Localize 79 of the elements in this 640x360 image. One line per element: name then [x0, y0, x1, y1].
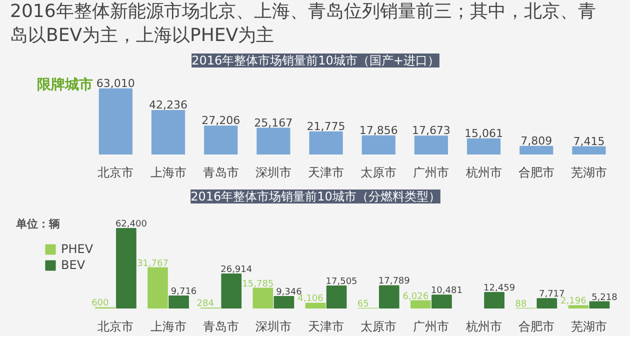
data-label: 62,400 [115, 220, 148, 230]
legend-label: BEV [61, 258, 86, 272]
data-label: 9,716 [170, 287, 197, 298]
x-tick-label: 天津市 [308, 320, 344, 334]
annotation: 限牌城市 [36, 76, 93, 93]
x-tick-label: 广州市 [413, 166, 450, 180]
bar [221, 273, 242, 308]
bar [410, 300, 431, 308]
x-tick-label: 芜湖市 [570, 320, 607, 334]
data-label: 21,775 [306, 120, 346, 133]
bar [204, 126, 238, 154]
x-tick-label: 上海市 [150, 320, 186, 334]
data-label: 88 [515, 299, 527, 310]
bar [414, 136, 448, 154]
bar [520, 146, 554, 154]
bar [536, 298, 558, 308]
x-tick-label: 深圳市 [255, 320, 292, 334]
data-label: 284 [196, 299, 214, 310]
x-tick-label: 青岛市 [202, 166, 239, 180]
data-label: 17,856 [359, 124, 398, 137]
data-label: 25,167 [254, 116, 293, 130]
data-label: 27,206 [202, 114, 240, 128]
x-tick-label: 合肥市 [518, 320, 554, 334]
text: 单位：辆 [14, 218, 60, 230]
legend-label: PHEV [61, 242, 94, 256]
x-tick-label: 太原市 [360, 320, 397, 334]
x-tick-label: 上海市 [150, 166, 186, 180]
bar [116, 228, 136, 308]
x-tick-label: 北京市 [98, 320, 134, 334]
x-tick-label: 广州市 [413, 320, 450, 334]
data-label: 7,415 [573, 134, 605, 148]
bar [305, 302, 326, 308]
bar [256, 128, 290, 154]
data-label: 6,026 [402, 292, 429, 302]
data-label: 15,785 [242, 279, 274, 290]
x-tick-label: 杭州市 [464, 166, 502, 180]
bar [378, 285, 400, 308]
bar [432, 294, 452, 308]
bar [326, 286, 347, 308]
bar [148, 267, 168, 308]
chart-title: 2016年整体市场销量前10城市（分燃料类型） [190, 190, 440, 204]
data-label: 17,673 [412, 124, 450, 138]
bar [362, 135, 396, 154]
data-label: 65 [357, 299, 369, 310]
data-label: 17,789 [378, 276, 410, 287]
bar [484, 292, 504, 308]
chart-subtitle: 2016年整体市场销量前10城市（国产+进口） [192, 54, 440, 68]
bar [274, 296, 294, 308]
bar [572, 146, 606, 154]
data-label: 4,106 [298, 294, 324, 304]
x-tick-label: 芜湖市 [570, 166, 607, 180]
data-label: 42,236 [149, 98, 188, 112]
data-label: 5,218 [592, 292, 618, 303]
bar [589, 301, 610, 308]
bar [168, 296, 189, 308]
data-label: 7,809 [520, 134, 552, 148]
data-label: 600 [92, 298, 110, 309]
bar [252, 288, 274, 308]
chart-title: 2016年整体新能源市场北京、上海、青岛位列销量前三；其中，北京、青岛以BEV为主，上海以PHEV为主 [10, 0, 597, 48]
data-label: 12,459 [484, 284, 516, 294]
data-label: 2,196 [560, 296, 587, 307]
x-tick-label: 北京市 [98, 166, 134, 180]
bar [309, 131, 343, 154]
data-label: 26,914 [220, 264, 252, 275]
bar [98, 88, 132, 154]
x-tick-label: 天津市 [308, 166, 344, 180]
x-tick-label: 合肥市 [518, 166, 554, 180]
data-label: 17,505 [326, 277, 358, 288]
x-tick-label: 太原市 [360, 166, 397, 180]
data-label: 15,061 [464, 126, 504, 140]
data-label: 31,767 [136, 258, 168, 269]
bar [568, 305, 589, 308]
data-label: 63,010 [96, 76, 135, 90]
bar [151, 110, 186, 154]
x-tick-label: 深圳市 [255, 166, 292, 180]
x-tick-label: 青岛市 [202, 320, 239, 334]
data-label: 10,481 [430, 286, 462, 296]
x-tick-label: 杭州市 [464, 320, 502, 334]
bar [466, 138, 501, 154]
